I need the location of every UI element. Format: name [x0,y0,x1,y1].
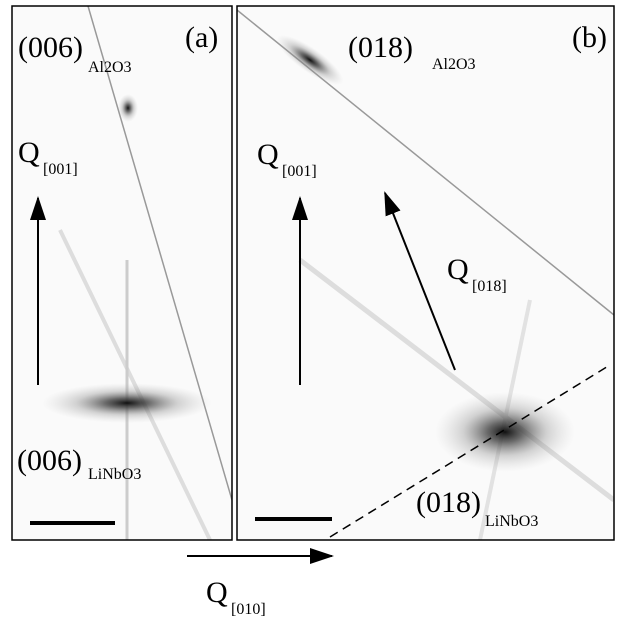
panel-b-map [237,6,614,540]
axis-symbol: Q [18,136,40,169]
peak-index: (018) [416,486,481,519]
axis-direction: [001] [43,161,78,178]
axis-symbol: Q [206,576,228,609]
axis-direction: [010] [231,601,266,618]
axis-symbol: Q [447,253,469,286]
axis-direction: [001] [282,163,317,180]
peak-index: (018) [348,31,413,64]
figure: (a) (006) Al2O3 Q [001] (006) LiNbO3 (b)… [0,0,618,624]
peak-material: LiNbO3 [88,466,141,483]
panel-label: (b) [572,21,607,54]
axis-symbol: Q [257,138,279,171]
axis-direction: [018] [472,278,507,295]
peak-index: (006) [18,31,83,64]
peak-material: Al2O3 [88,59,132,76]
page: {"panel_a": {"label": "(a)", "top_peak":… [0,0,618,624]
peak-index: (006) [17,444,82,477]
panel-label: (a) [185,21,218,54]
peak-material: LiNbO3 [485,513,538,530]
peak-material: Al2O3 [432,56,476,73]
